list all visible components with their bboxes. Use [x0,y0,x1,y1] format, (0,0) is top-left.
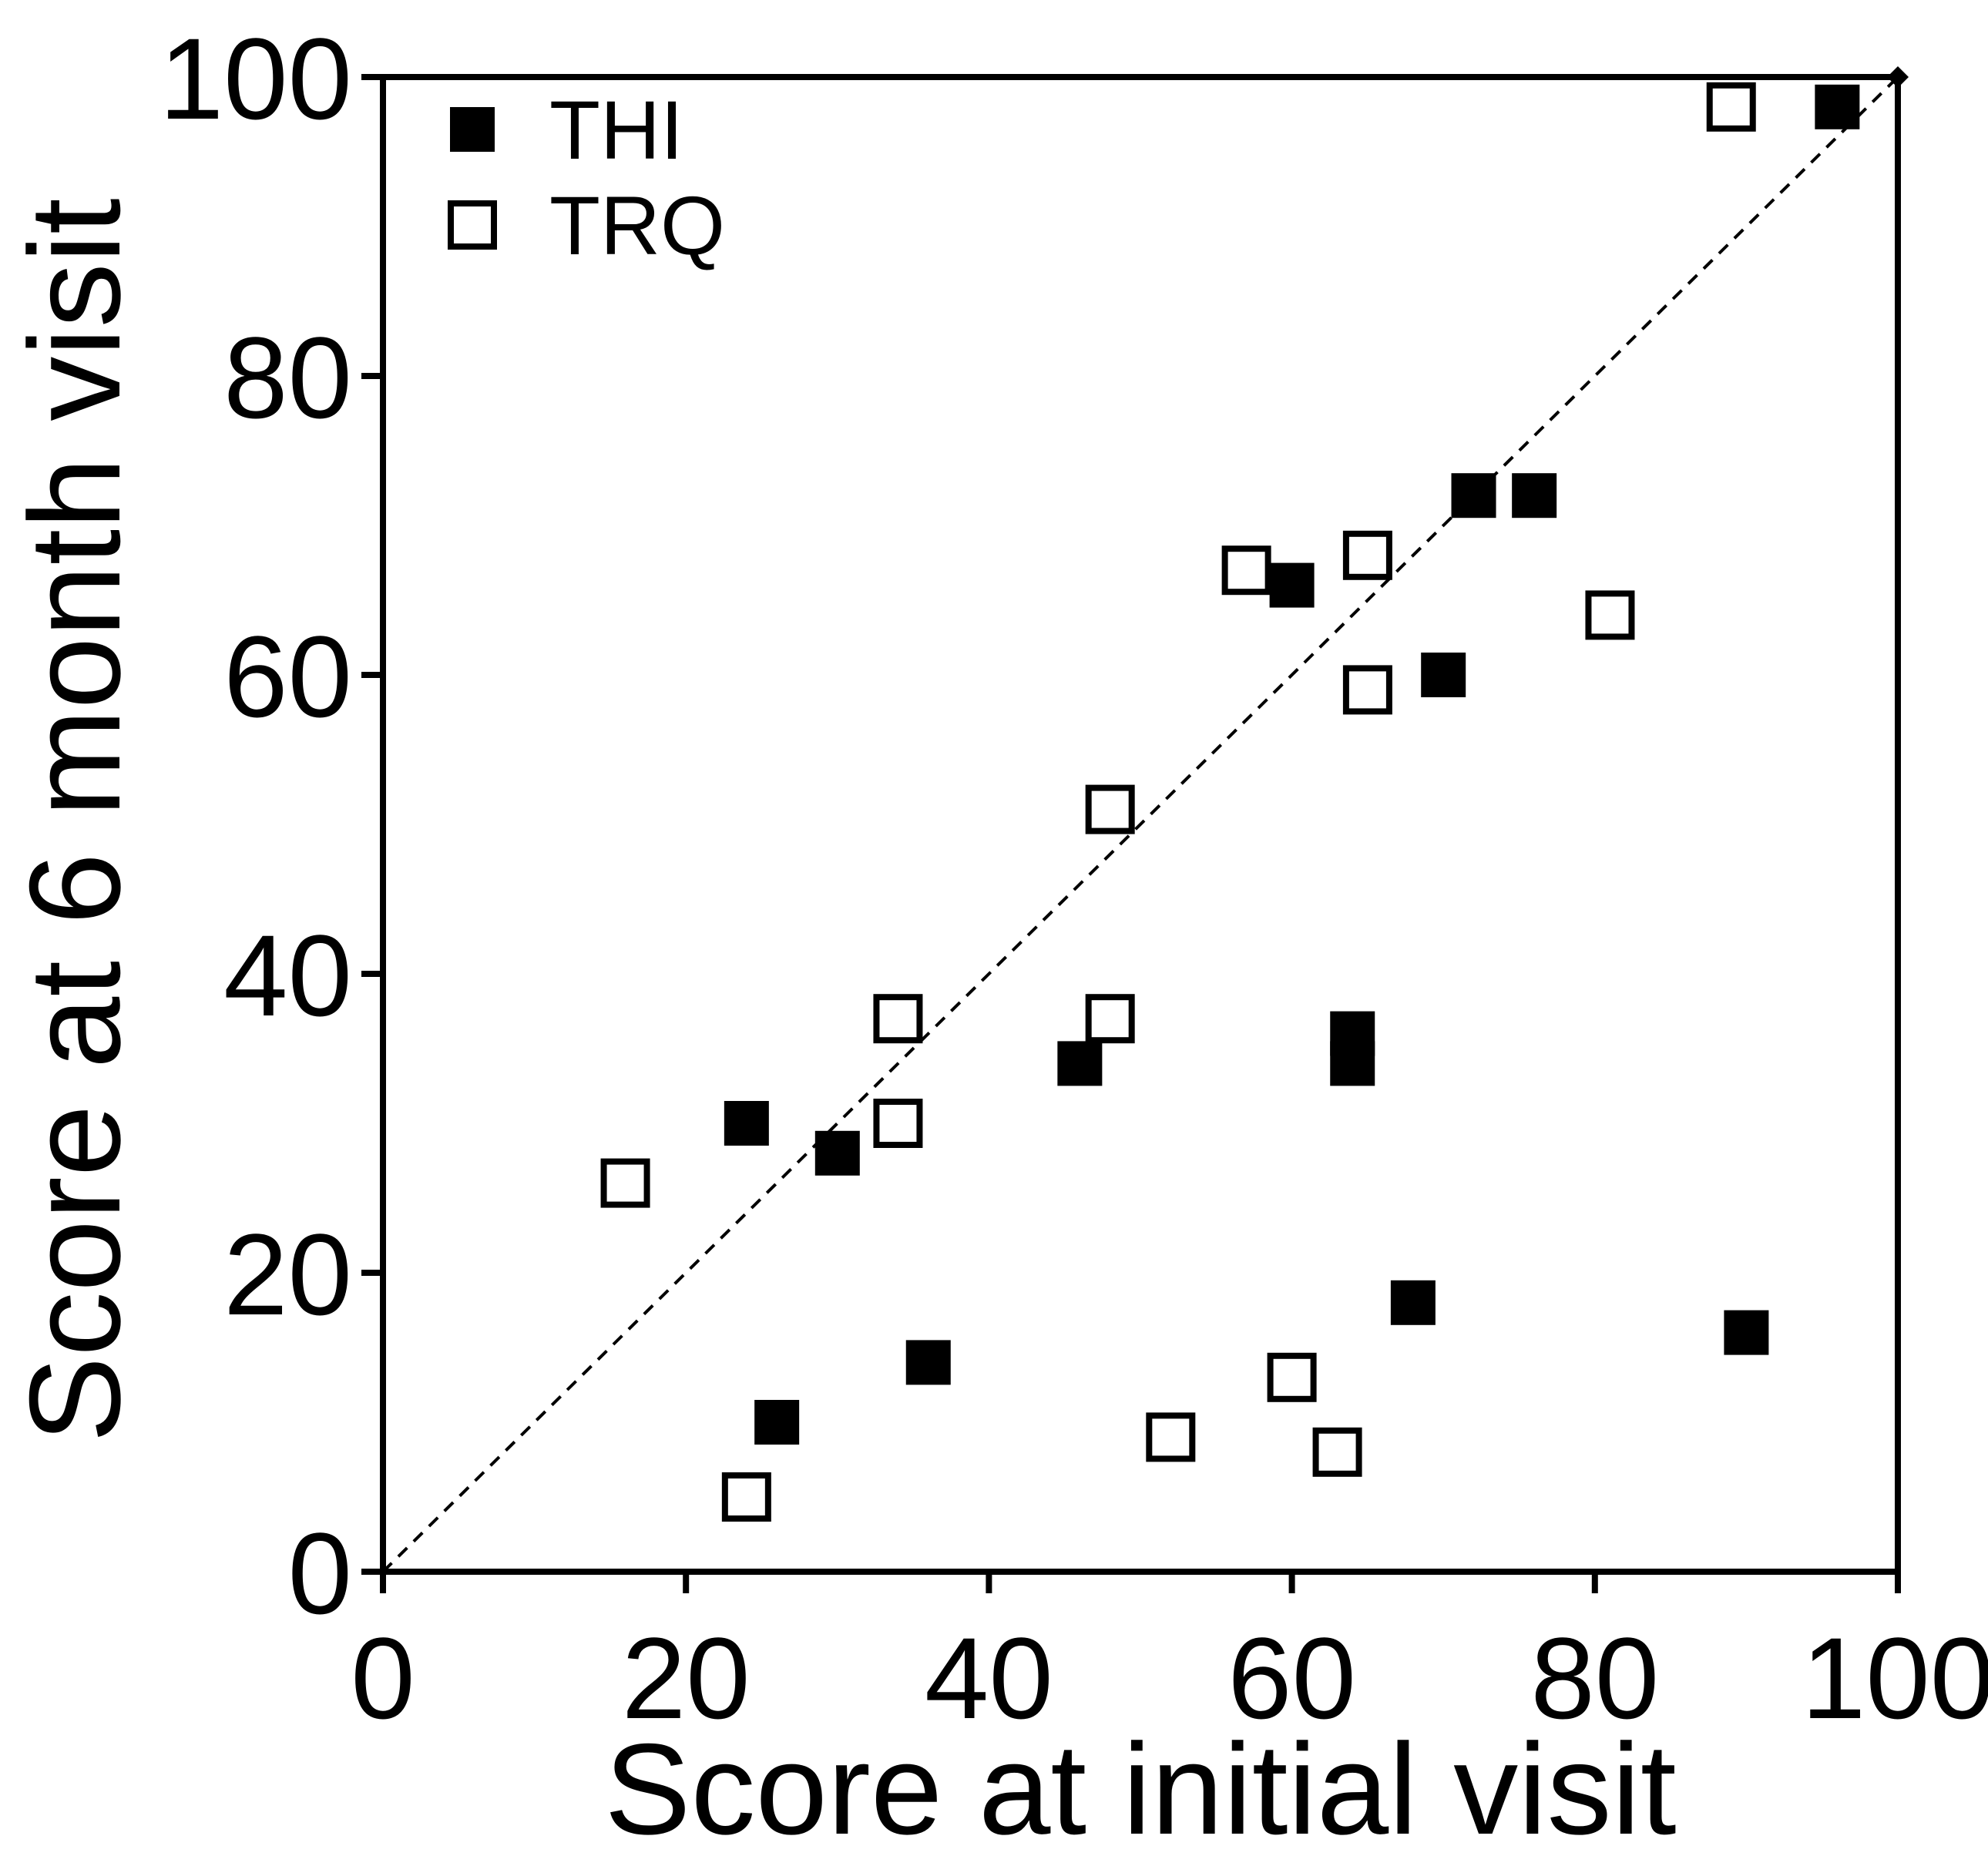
trq-point [1312,1427,1362,1477]
trq-point [721,1472,771,1522]
x-axis-title: Score at initial visit [604,1717,1676,1852]
trq-point [873,994,923,1044]
thi-point [1815,84,1860,129]
thi-point [1451,473,1496,519]
thi-point [1512,473,1557,519]
thi-point [1269,562,1315,608]
thi-point [905,1340,951,1385]
y-tick-label: 100 [160,14,352,143]
trq-point [1267,1352,1317,1402]
y-tick-label: 80 [223,313,352,442]
legend-marker-thi [450,107,495,152]
trq-point [1085,994,1135,1044]
legend-label-trq: TRQ [549,179,725,272]
thi-point [754,1400,800,1445]
y-tick-label: 60 [223,612,352,741]
thi-point [1390,1280,1436,1325]
trq-point [1085,784,1135,834]
thi-point [1421,653,1466,697]
y-tick-label: 40 [223,911,352,1040]
identity-line [381,76,1899,1573]
identity-line-layer [381,66,1909,1573]
legend-marker-trq [448,200,497,250]
trq-point [1221,545,1271,596]
corner-diamond-marker [1887,66,1909,88]
legend-label-thi: THI [549,83,683,176]
thi-point [1724,1310,1769,1355]
trq-point [873,1099,923,1148]
y-tick-label: 20 [223,1210,352,1339]
x-tick-label: 20 [622,1613,751,1743]
thi-point [814,1130,860,1176]
y-tick-label: 0 [288,1509,352,1638]
thi-point [1057,1041,1103,1086]
trq-point [1146,1412,1196,1462]
trq-point [1342,665,1392,715]
data-points [600,82,1860,1522]
y-axis-title: Score at 6 month visit [2,198,147,1442]
trq-point [600,1158,650,1208]
axes: 0 20 40 60 80 100 0 20 40 60 80 100 [160,14,1988,1743]
trq-point [1706,82,1756,132]
x-tick-label: 80 [1530,1613,1659,1743]
x-tick-label: 0 [351,1613,415,1743]
x-tick-label: 40 [925,1613,1053,1743]
trq-point [1585,590,1635,640]
x-tick-label: 100 [1802,1613,1988,1743]
thi-point [724,1101,769,1146]
trq-point [1342,530,1392,580]
x-tick-label: 60 [1227,1613,1356,1743]
thi-point [1330,1041,1375,1086]
